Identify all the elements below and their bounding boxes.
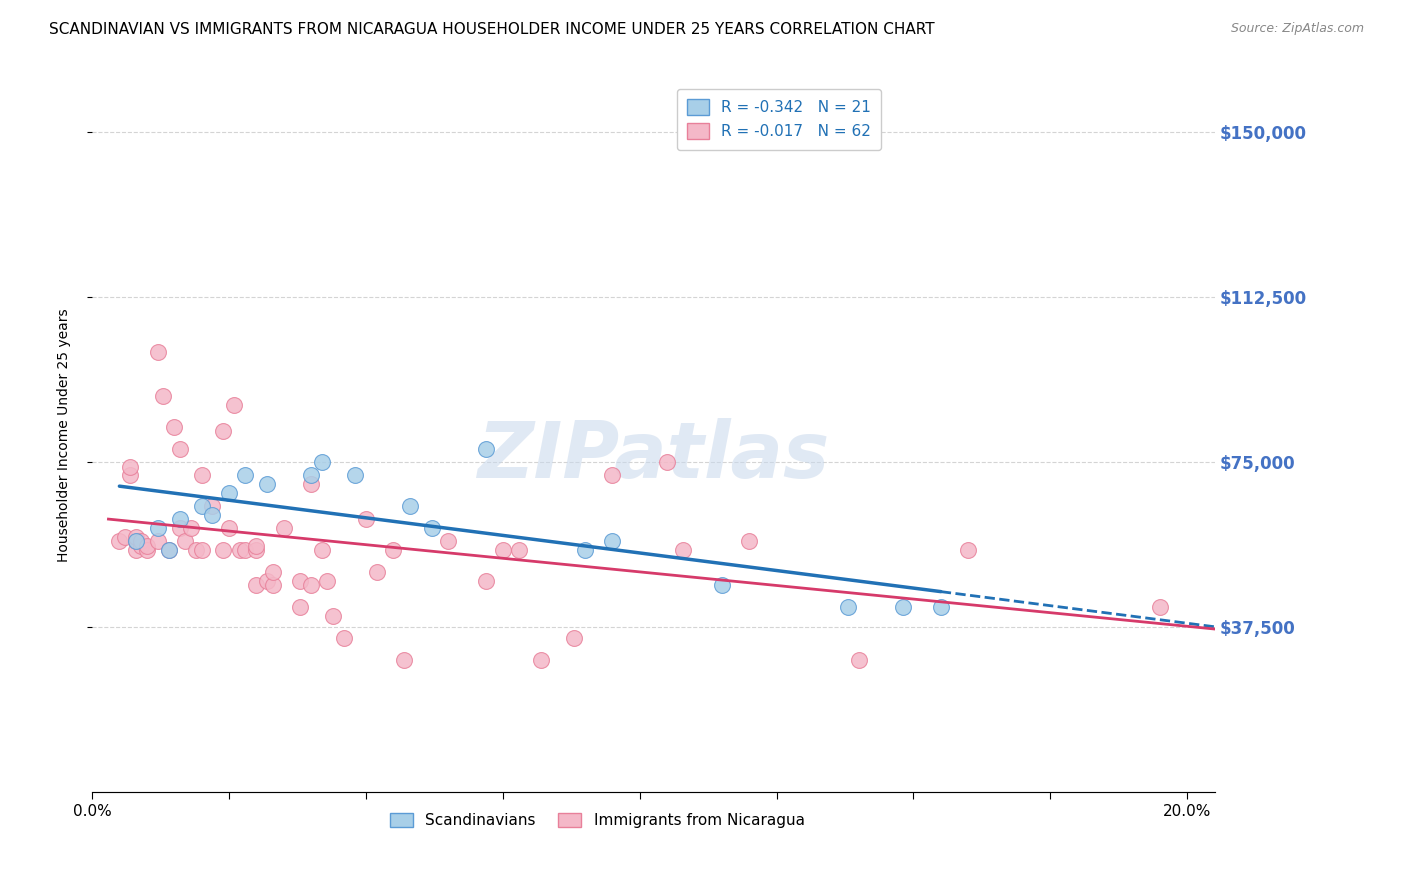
Point (174, 534, 197, 549)
Point (190, 543, 212, 558)
Point (311, 543, 333, 558)
Point (382, 543, 405, 558)
Point (120, 468, 142, 483)
Point (392, 653, 415, 667)
Point (114, 530, 136, 544)
Point (333, 631, 356, 645)
Point (437, 534, 460, 549)
Text: Source: ZipAtlas.com: Source: ZipAtlas.com (1230, 22, 1364, 36)
Point (475, 574, 498, 588)
Point (366, 565, 388, 579)
Point (146, 345, 169, 359)
Point (235, 468, 257, 483)
Point (891, 600, 914, 615)
Point (224, 398, 246, 412)
Point (212, 543, 235, 558)
Point (125, 543, 148, 558)
Point (245, 539, 267, 553)
Point (530, 653, 553, 667)
Point (262, 578, 284, 592)
Point (180, 521, 202, 535)
Point (837, 600, 859, 615)
Point (672, 543, 695, 558)
Point (354, 512, 377, 526)
Point (492, 543, 515, 558)
Point (574, 543, 596, 558)
Point (201, 499, 224, 513)
Point (108, 534, 131, 549)
Point (848, 653, 870, 667)
Point (125, 534, 148, 549)
Point (343, 468, 366, 483)
Point (163, 420, 186, 434)
Point (262, 565, 284, 579)
Point (288, 600, 311, 615)
Point (169, 512, 191, 526)
Point (218, 521, 240, 535)
Point (299, 477, 322, 491)
Point (288, 574, 311, 588)
Point (1149, 600, 1171, 615)
Point (245, 543, 267, 558)
Point (929, 600, 952, 615)
Point (152, 389, 174, 403)
Point (184, 543, 207, 558)
Point (256, 574, 278, 588)
Point (190, 468, 212, 483)
Point (299, 468, 322, 483)
Point (299, 578, 322, 592)
Point (129, 534, 152, 549)
Point (475, 442, 498, 456)
Point (169, 442, 191, 456)
Point (157, 543, 180, 558)
Point (311, 455, 333, 469)
Point (957, 543, 980, 558)
Point (125, 530, 148, 544)
Point (420, 521, 443, 535)
Point (562, 631, 585, 645)
Point (398, 499, 420, 513)
Legend: Scandinavians, Immigrants from Nicaragua: Scandinavians, Immigrants from Nicaragua (384, 806, 811, 834)
Point (256, 477, 278, 491)
Point (600, 468, 623, 483)
Point (235, 543, 257, 558)
Point (212, 425, 235, 439)
Point (146, 534, 169, 549)
Point (655, 455, 678, 469)
Point (169, 521, 191, 535)
Point (316, 574, 339, 588)
Y-axis label: Householder Income Under 25 years: Householder Income Under 25 years (58, 308, 72, 561)
Point (201, 508, 224, 522)
Point (600, 534, 623, 549)
Point (218, 486, 240, 500)
Point (135, 543, 157, 558)
Point (508, 543, 530, 558)
Text: SCANDINAVIAN VS IMMIGRANTS FROM NICARAGUA HOUSEHOLDER INCOME UNDER 25 YEARS CORR: SCANDINAVIAN VS IMMIGRANTS FROM NICARAGU… (49, 22, 935, 37)
Point (190, 499, 212, 513)
Text: ZIPatlas: ZIPatlas (477, 418, 830, 494)
Point (135, 539, 157, 553)
Point (146, 521, 169, 535)
Point (273, 521, 295, 535)
Point (322, 609, 344, 624)
Point (229, 543, 252, 558)
Point (129, 539, 152, 553)
Point (245, 578, 267, 592)
Point (157, 543, 180, 558)
Point (738, 534, 761, 549)
Point (710, 578, 733, 592)
Point (120, 459, 142, 474)
Point (125, 534, 148, 549)
